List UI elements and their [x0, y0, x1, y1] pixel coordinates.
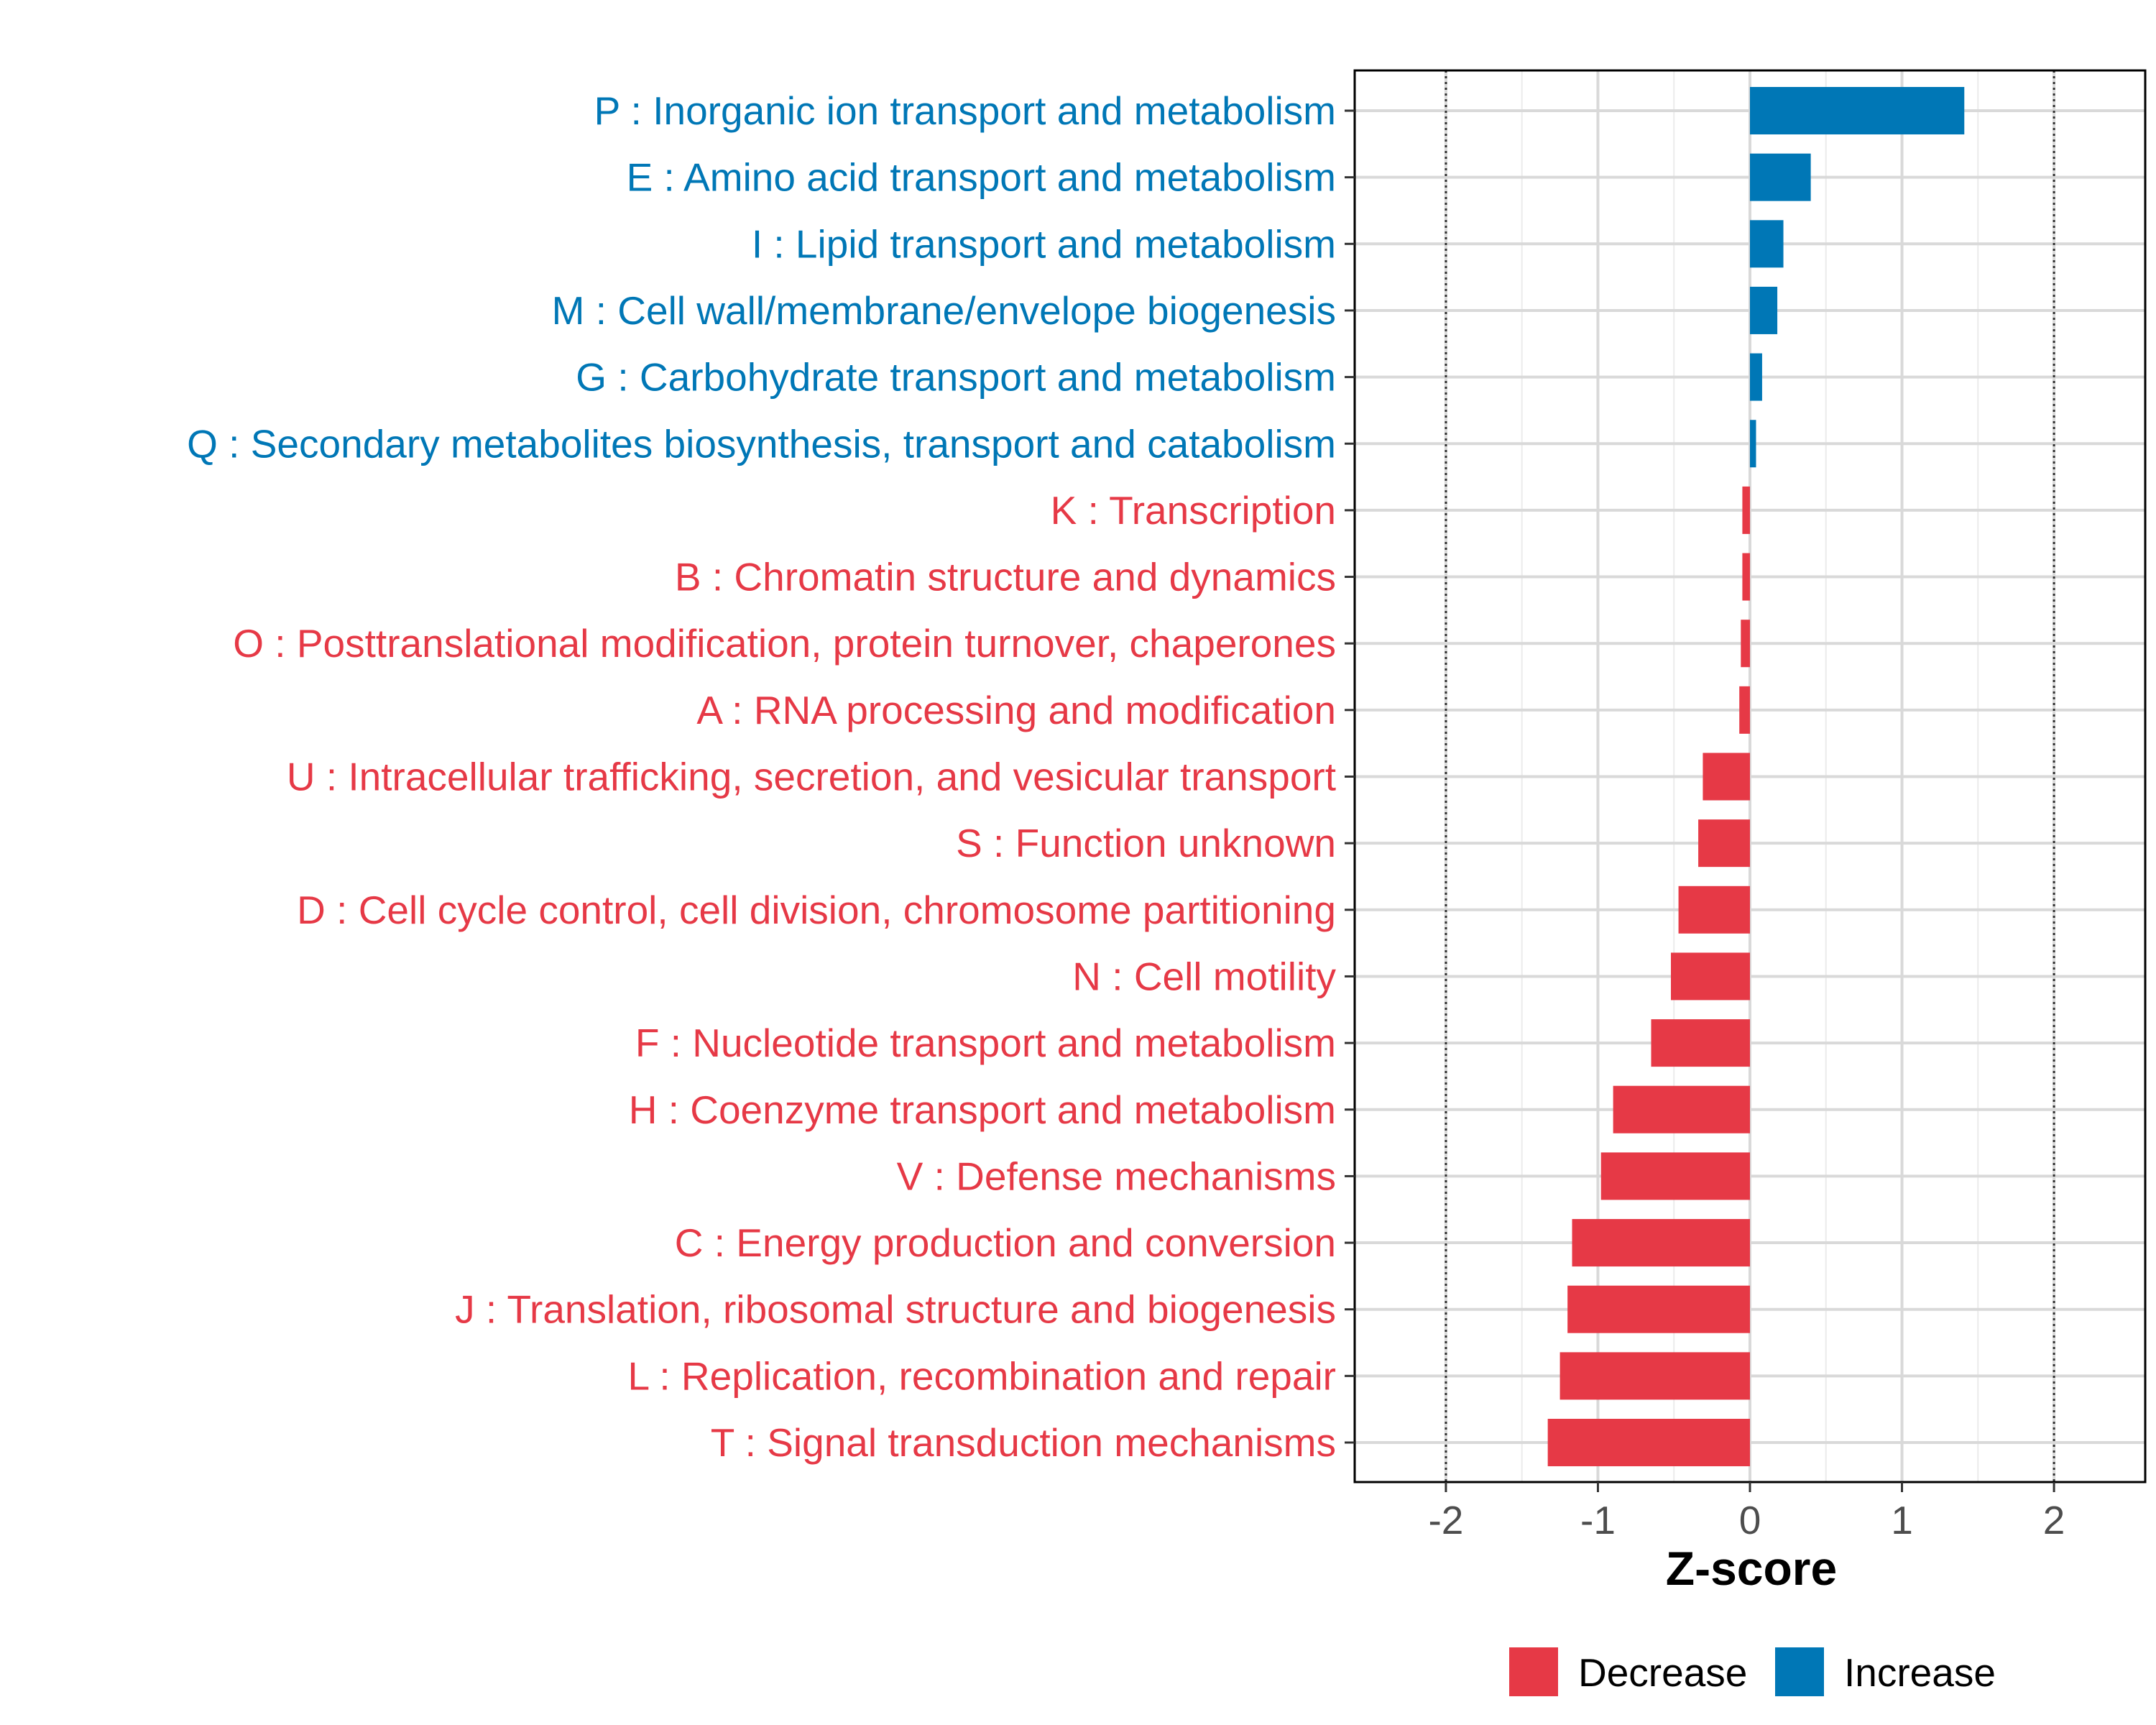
x-tick-label: -1 [1580, 1498, 1616, 1542]
bar [1750, 286, 1778, 334]
category-label: K : Transcription [1051, 488, 1336, 533]
legend-label: Decrease [1578, 1650, 1747, 1695]
category-label: D : Cell cycle control, cell division, c… [297, 888, 1336, 932]
category-label: H : Coenzyme transport and metabolism [629, 1087, 1336, 1132]
bar [1698, 819, 1750, 868]
bar [1750, 87, 1965, 134]
category-label: J : Translation, ribosomal structure and… [455, 1287, 1336, 1332]
legend-label: Increase [1844, 1650, 1996, 1695]
category-label: M : Cell wall/membrane/envelope biogenes… [552, 288, 1336, 333]
bar [1750, 220, 1784, 268]
bar [1678, 886, 1750, 934]
bar [1572, 1219, 1750, 1267]
bar [1651, 1019, 1750, 1067]
category-label: L : Replication, recombination and repai… [628, 1353, 1336, 1398]
legend: Decrease Increase [1509, 1647, 1996, 1696]
category-label: B : Chromatin structure and dynamics [675, 555, 1336, 599]
category-label: G : Carbohydrate transport and metabolis… [576, 355, 1336, 400]
x-tick-label: 2 [2043, 1498, 2065, 1542]
bar [1567, 1285, 1750, 1333]
bar [1560, 1352, 1750, 1400]
legend-swatch [1509, 1647, 1558, 1696]
category-label: F : Nucleotide transport and metabolism [635, 1021, 1336, 1065]
bar [1613, 1085, 1750, 1133]
category-label: N : Cell motility [1072, 954, 1336, 998]
bar [1739, 686, 1750, 734]
category-label: S : Function unknown [956, 821, 1336, 865]
bar [1600, 1152, 1750, 1200]
bar [1741, 620, 1750, 668]
x-tick-labels: -2 -1 0 1 2 [1428, 1498, 2065, 1542]
bar [1547, 1419, 1750, 1466]
bar [1671, 952, 1750, 1000]
category-labels: P : Inorganic ion transport and metaboli… [187, 88, 1336, 1465]
bar [1750, 353, 1762, 401]
bar [1742, 553, 1750, 601]
x-tick-label: 1 [1891, 1498, 1913, 1542]
legend-swatch [1775, 1647, 1824, 1696]
category-label: P : Inorganic ion transport and metaboli… [594, 88, 1336, 133]
category-label: O : Posttranslational modification, prot… [233, 621, 1336, 666]
x-axis-title: Z-score [1666, 1542, 1837, 1595]
x-tick-label: 0 [1739, 1498, 1761, 1542]
bar [1750, 153, 1811, 201]
category-label: I : Lipid transport and metabolism [752, 221, 1336, 266]
x-axis-ticks [1445, 1482, 2055, 1492]
y-axis-ticks [1345, 109, 1355, 1444]
category-label: E : Amino acid transport and metabolism [627, 155, 1336, 200]
bar [1742, 486, 1750, 534]
bar [1750, 420, 1756, 468]
category-label: V : Defense mechanisms [897, 1154, 1336, 1198]
bar [1703, 753, 1750, 801]
category-label: C : Energy production and conversion [675, 1220, 1336, 1265]
category-label: T : Signal transduction mechanisms [711, 1420, 1336, 1465]
bars [1547, 87, 1965, 1466]
category-label: U : Intracellular trafficking, secretion… [287, 755, 1336, 799]
category-label: Q : Secondary metabolites biosynthesis, … [187, 421, 1336, 466]
category-label: A : RNA processing and modification [696, 688, 1336, 732]
x-tick-label: -2 [1428, 1498, 1463, 1542]
